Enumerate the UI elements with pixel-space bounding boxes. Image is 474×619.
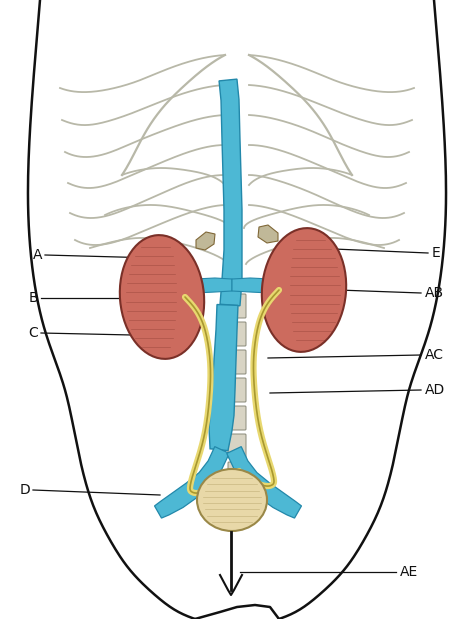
Polygon shape	[258, 225, 278, 243]
Ellipse shape	[197, 469, 267, 531]
Polygon shape	[232, 278, 295, 294]
Polygon shape	[219, 79, 242, 306]
FancyBboxPatch shape	[228, 406, 246, 430]
Text: B: B	[28, 291, 38, 305]
Text: C: C	[28, 326, 38, 340]
FancyBboxPatch shape	[228, 462, 246, 486]
Text: AC: AC	[425, 348, 444, 362]
Text: AE: AE	[400, 565, 418, 579]
Text: AB: AB	[425, 286, 444, 300]
Polygon shape	[196, 232, 215, 250]
FancyBboxPatch shape	[228, 294, 246, 318]
Polygon shape	[227, 447, 301, 518]
FancyBboxPatch shape	[228, 350, 246, 374]
Polygon shape	[155, 447, 229, 518]
Polygon shape	[174, 278, 232, 296]
Ellipse shape	[120, 235, 204, 359]
FancyBboxPatch shape	[228, 322, 246, 346]
Text: E: E	[432, 246, 441, 260]
Text: D: D	[19, 483, 30, 497]
Polygon shape	[209, 305, 238, 451]
Text: AD: AD	[425, 383, 445, 397]
FancyBboxPatch shape	[228, 434, 246, 458]
FancyBboxPatch shape	[228, 378, 246, 402]
Ellipse shape	[262, 228, 346, 352]
Text: A: A	[33, 248, 42, 262]
